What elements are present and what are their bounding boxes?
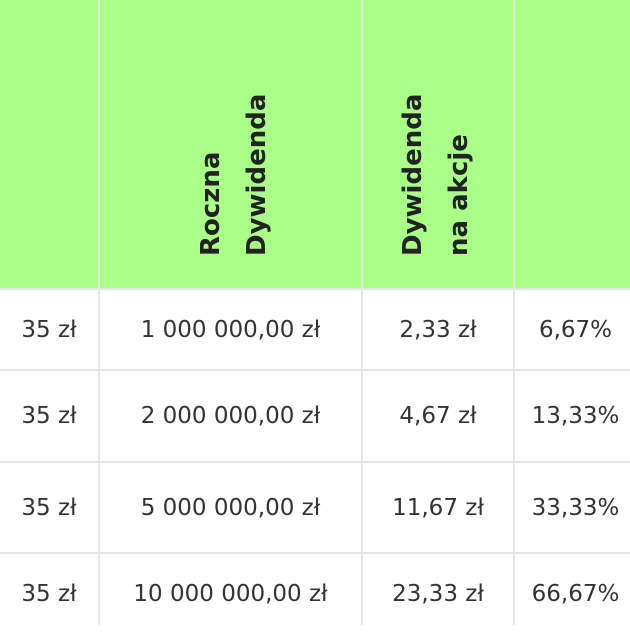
cell-yield: 66,67% <box>515 554 630 633</box>
cell-per-share: 23,33 zł <box>363 554 513 633</box>
cell-per-share: 4,67 zł <box>363 371 513 461</box>
cell-yield: 6,67% <box>515 290 630 369</box>
cell-price: 35 zł <box>0 554 98 633</box>
cell-dividend: 5 000 000,00 zł <box>100 463 361 552</box>
header-yield <box>515 0 630 288</box>
cell-dividend: 1 000 000,00 zł <box>100 290 361 369</box>
cell-price: 35 zł <box>0 371 98 461</box>
cell-dividend: 10 000 000,00 zł <box>100 554 361 633</box>
header-dividend-per-share <box>363 0 513 288</box>
header-price <box>0 0 98 288</box>
cell-price: 35 zł <box>0 463 98 552</box>
cell-yield: 33,33% <box>515 463 630 552</box>
cell-dividend: 2 000 000,00 zł <box>100 371 361 461</box>
cell-price: 35 zł <box>0 290 98 369</box>
cell-per-share: 11,67 zł <box>363 463 513 552</box>
header-annual-dividend <box>100 0 361 288</box>
cell-yield: 13,33% <box>515 371 630 461</box>
cell-per-share: 2,33 zł <box>363 290 513 369</box>
